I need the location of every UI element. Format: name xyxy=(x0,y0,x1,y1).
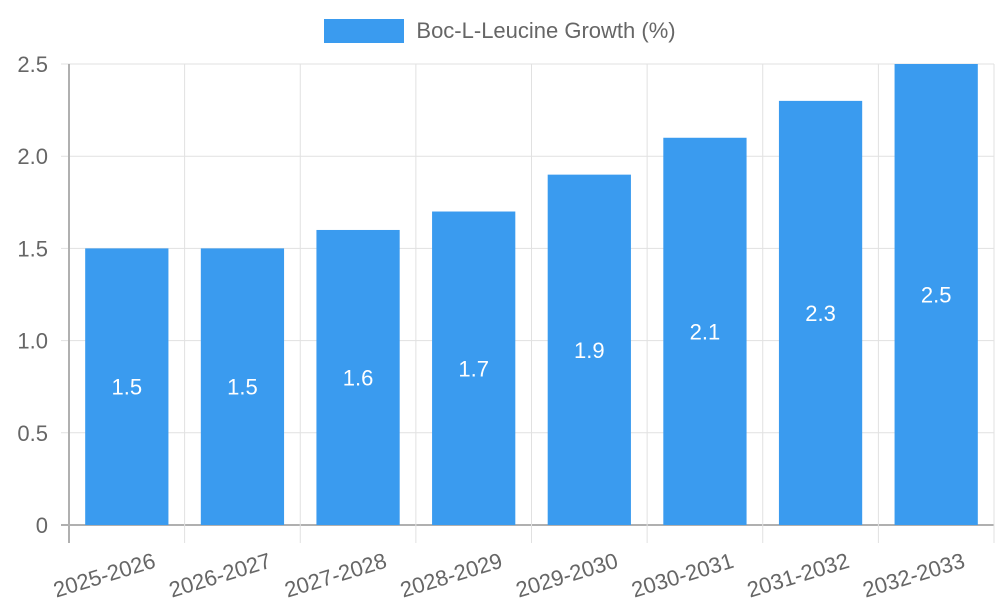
x-tick-label: 2025-2026 xyxy=(50,548,158,600)
bar-value-label: 2.5 xyxy=(921,283,952,308)
bar[interactable] xyxy=(778,100,863,525)
y-tick-label: 0.5 xyxy=(17,421,48,446)
bar[interactable] xyxy=(894,64,978,525)
x-tick-label: 2030-2031 xyxy=(628,548,736,600)
bar[interactable] xyxy=(663,137,747,525)
y-tick-label: 0 xyxy=(36,513,48,538)
legend-label[interactable]: Boc-L-Leucine Growth (%) xyxy=(416,18,676,43)
bar[interactable] xyxy=(432,211,516,525)
bar[interactable] xyxy=(547,174,631,525)
x-tick-label: 2031-2032 xyxy=(744,548,852,600)
legend-swatch[interactable] xyxy=(324,19,405,43)
x-tick-label: 2028-2029 xyxy=(397,548,505,600)
x-tick-label: 2032-2033 xyxy=(860,548,968,600)
bar-value-label: 2.1 xyxy=(690,319,721,344)
bar-value-label: 2.3 xyxy=(805,301,836,326)
bar[interactable] xyxy=(85,248,169,525)
bar[interactable] xyxy=(316,229,400,525)
x-tick-label: 2029-2030 xyxy=(513,548,621,600)
bar-value-label: 1.7 xyxy=(458,356,489,381)
x-tick-label: 2027-2028 xyxy=(282,548,390,600)
bar-value-label: 1.9 xyxy=(574,338,605,363)
y-tick-label: 1.5 xyxy=(17,236,48,261)
bar[interactable] xyxy=(200,248,285,525)
bar-value-label: 1.5 xyxy=(112,375,143,400)
bar-value-label: 1.6 xyxy=(343,365,374,390)
bar-value-label: 1.5 xyxy=(227,375,258,400)
y-tick-label: 2.5 xyxy=(17,52,48,77)
y-tick-label: 2.0 xyxy=(17,144,48,169)
chart-legend: Boc-L-Leucine Growth (%) xyxy=(0,18,1000,44)
x-tick-label: 2026-2027 xyxy=(166,548,274,600)
y-tick-label: 1.0 xyxy=(17,329,48,354)
